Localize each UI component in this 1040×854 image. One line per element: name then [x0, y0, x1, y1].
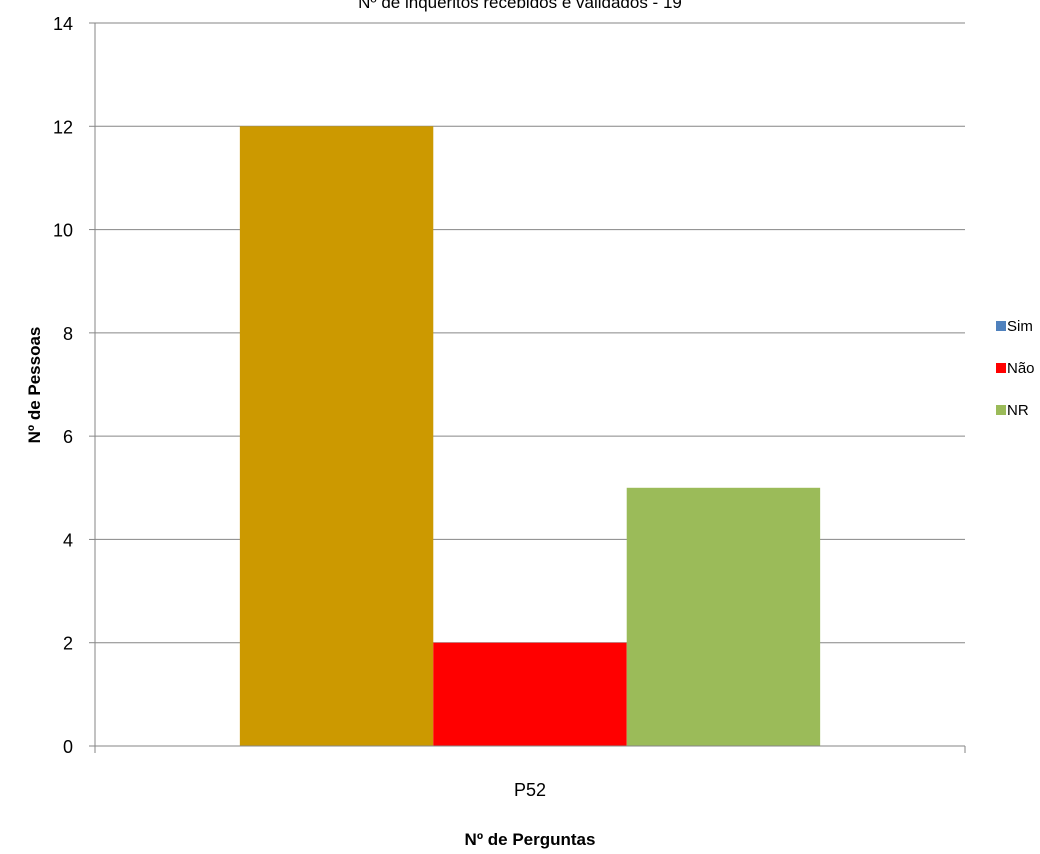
bar-nr-p52 [626, 487, 821, 746]
x-axis-ticks: P52 [94, 746, 966, 800]
chart-title: Nº de inquéritos recebidos e validados -… [358, 0, 682, 12]
legend-label: Sim [1007, 318, 1033, 335]
legend-label: NR [1007, 402, 1029, 419]
y-tick-label: 12 [53, 117, 73, 137]
y-tick-label: 14 [53, 14, 73, 34]
y-tick-label: 0 [63, 737, 73, 757]
y-tick-label: 6 [63, 427, 73, 447]
legend-swatch [996, 405, 1006, 415]
legend-swatch [996, 321, 1006, 331]
bar-n-o-p52 [433, 642, 627, 746]
legend-label: Não [1007, 360, 1035, 377]
legend: Sim Não NR [996, 318, 1035, 419]
x-axis-title: Nº de Perguntas [465, 830, 596, 849]
bar-sim-p52 [239, 126, 434, 747]
y-tick-label: 4 [63, 530, 73, 550]
y-tick-label: 10 [53, 221, 73, 241]
legend-swatch [996, 363, 1006, 373]
y-tick-label: 8 [63, 324, 73, 344]
gridlines [95, 22, 965, 644]
y-axis-ticks: 0 2 4 6 8 10 12 14 [53, 14, 95, 757]
bars [239, 126, 821, 747]
x-tick-label: P52 [514, 780, 546, 800]
y-axis-title: Nº de Pessoas [25, 327, 44, 444]
y-tick-label: 2 [63, 634, 73, 654]
